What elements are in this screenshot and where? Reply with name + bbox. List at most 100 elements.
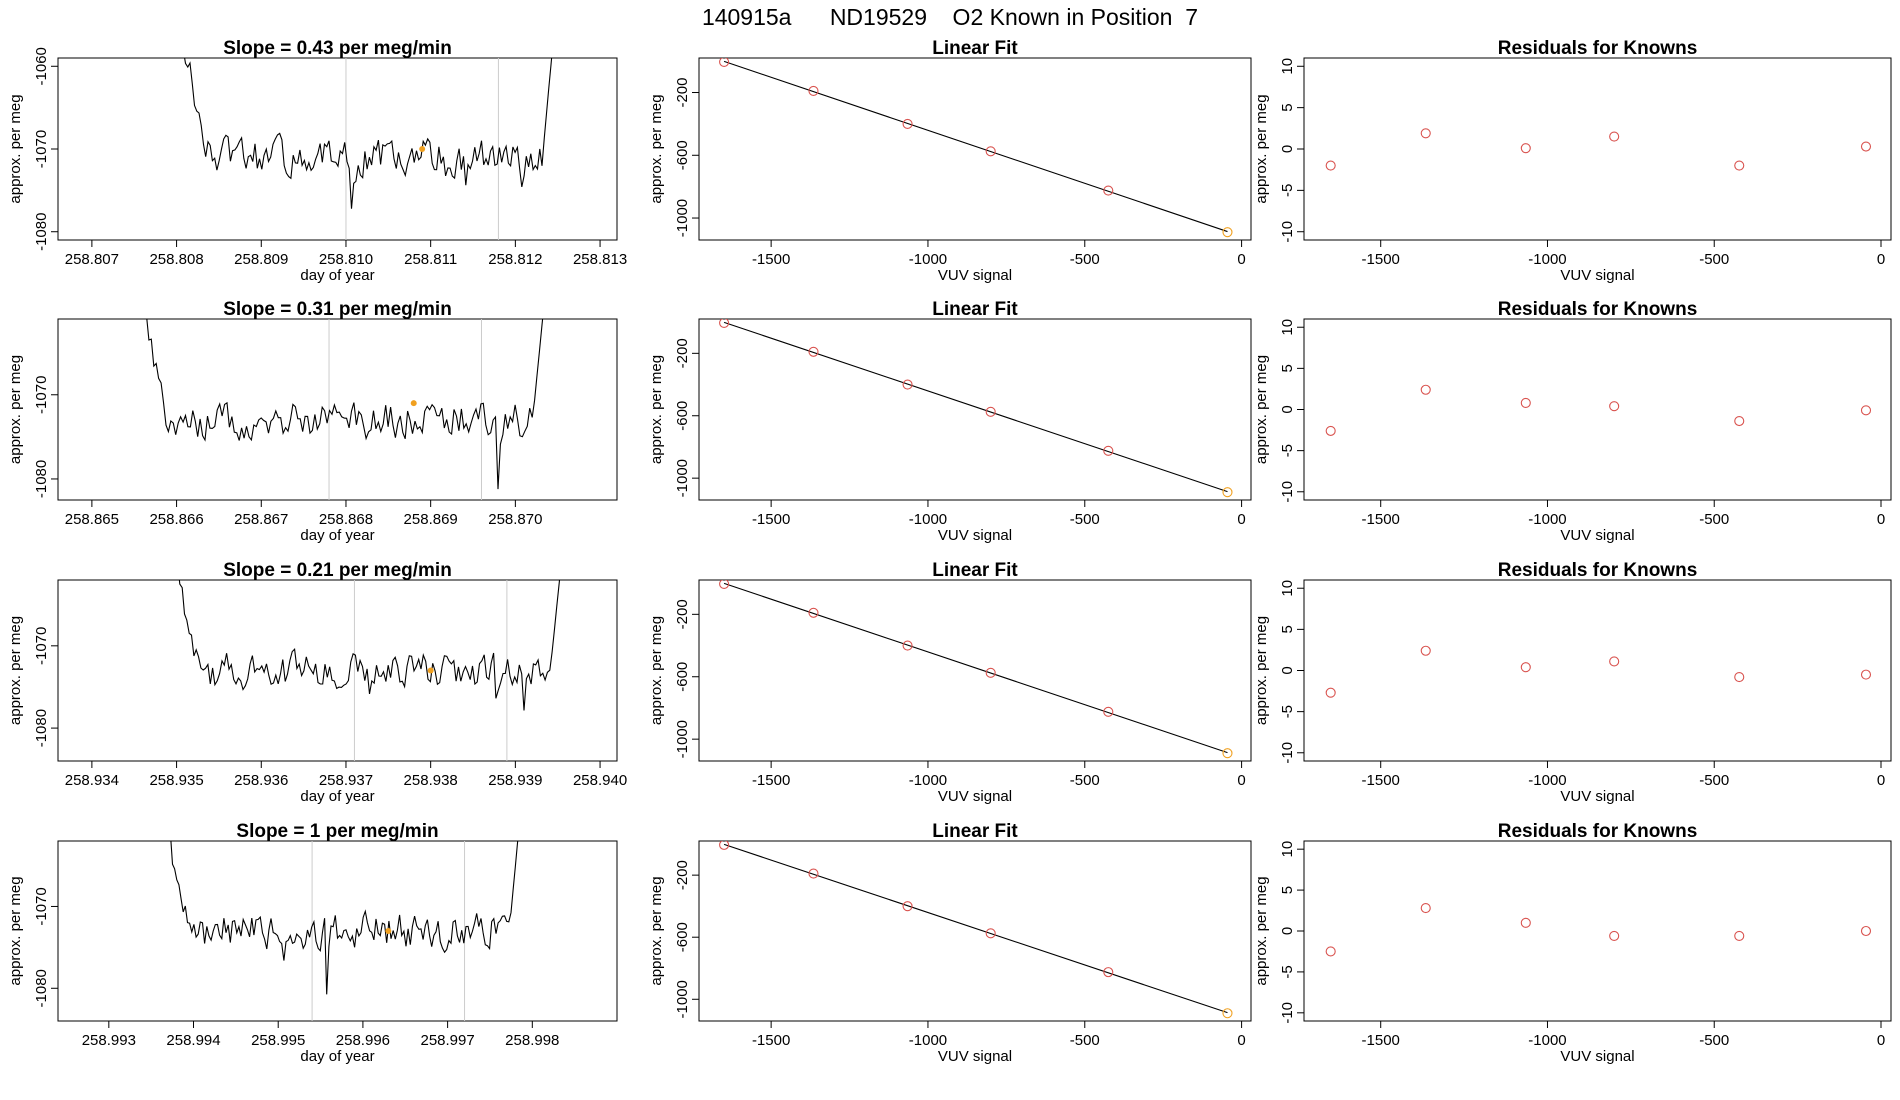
x-tick-label: 0 (1237, 1032, 1245, 1049)
y-tick-label: -5 (1279, 705, 1296, 718)
data-point (1860, 669, 1872, 680)
series-trace (170, 841, 519, 995)
x-tick-label: -500 (1070, 511, 1100, 528)
x-tick-label: -1000 (1528, 251, 1566, 268)
x-tick-label: 258.867 (234, 511, 288, 528)
y-tick-label: 10 (1279, 580, 1296, 597)
panel-r2-c3: Residuals for Knowns -1500 -1000 -500 0 VUV s… (1253, 299, 1892, 544)
accent-point (385, 928, 392, 934)
panel-r2-c1: Slope = 0.31 per meg/min 258.865 258.866 25… (7, 299, 618, 544)
panel-r1-c2: Linear Fit -1500 -1000 -500 0 VUV signal -200 -… (648, 38, 1252, 284)
x-tick-label: 258.936 (234, 772, 288, 789)
y-axis-label: approx. per meg (648, 94, 665, 203)
data-point (985, 146, 996, 157)
chart-title: Slope = 0.43 per meg/min (223, 38, 452, 59)
y-tick-label: -10 (1279, 742, 1296, 764)
x-axis-label: VUV signal (1560, 527, 1634, 544)
x-axis-label: day of year (300, 527, 374, 544)
y-tick-label: -10 (1279, 481, 1296, 503)
y-axis-label: approx. per meg (7, 355, 24, 464)
data-point (808, 346, 819, 357)
x-tick-label: -1500 (752, 251, 790, 268)
plot-frame (698, 318, 1252, 501)
fit-line (723, 321, 1228, 493)
x-tick-label: -1500 (752, 511, 790, 528)
x-tick-label: 258.868 (319, 511, 373, 528)
accent-point (427, 667, 434, 674)
data-point (1520, 917, 1531, 928)
x-axis-label: day of year (300, 788, 374, 805)
x-axis-label: day of year (300, 267, 374, 284)
plot-data (178, 580, 561, 761)
x-tick-label: -1000 (909, 1032, 947, 1049)
x-tick-label: -500 (1699, 772, 1729, 789)
chart-title: Residuals for Knowns (1498, 299, 1698, 320)
y-tick-label: 0 (1279, 927, 1296, 935)
plot-data (1325, 384, 1872, 436)
data-point (1609, 930, 1620, 941)
plot-frame (57, 57, 618, 241)
x-axis-label: VUV signal (938, 527, 1012, 544)
x-tick-label: 258.812 (488, 251, 542, 268)
data-point (902, 640, 913, 651)
data-point (1734, 415, 1745, 427)
x-axis-label: VUV signal (1560, 788, 1634, 805)
x-tick-label: -1000 (909, 511, 947, 528)
data-point (1325, 425, 1336, 436)
y-tick-label: -600 (674, 401, 691, 431)
data-point (985, 928, 996, 939)
data-point (1860, 405, 1872, 416)
y-tick-label: 5 (1279, 625, 1296, 633)
data-point (1734, 930, 1745, 941)
y-tick-label: -1070 (33, 887, 50, 925)
data-point (1222, 487, 1233, 498)
page-title: 140915a ND19529 O2 Known in Position 7 (701, 4, 1199, 30)
x-tick-label: -1000 (1528, 772, 1566, 789)
x-tick-label: 258.869 (404, 511, 458, 528)
data-point (1420, 384, 1431, 395)
plot-frame (57, 318, 618, 501)
data-point (902, 118, 913, 129)
y-tick-label: -1070 (33, 130, 50, 168)
data-point (808, 868, 819, 879)
y-tick-label: 5 (1279, 886, 1296, 894)
x-tick-label: 258.997 (420, 1032, 474, 1049)
x-tick-label: -1000 (909, 251, 947, 268)
y-tick-label: 10 (1279, 58, 1296, 75)
x-tick-label: 0 (1877, 772, 1885, 789)
plot-frame (57, 840, 618, 1022)
x-tick-label: 258.870 (488, 511, 542, 528)
data-point (1222, 748, 1233, 759)
data-point (808, 85, 819, 96)
y-tick-label: -5 (1279, 965, 1296, 978)
data-point (1609, 401, 1620, 412)
data-point (1420, 645, 1431, 656)
accent-point (419, 146, 426, 152)
x-tick-label: -500 (1699, 511, 1729, 528)
chart-title: Residuals for Knowns (1498, 821, 1698, 842)
y-axis-label: approx. per meg (648, 616, 665, 725)
x-tick-label: 258.934 (65, 772, 119, 789)
x-tick-label: -500 (1699, 251, 1729, 268)
y-tick-label: -1060 (33, 47, 50, 85)
x-tick-label: 0 (1237, 251, 1245, 268)
plot-data (719, 841, 1233, 1019)
data-point (902, 901, 913, 912)
x-tick-label: -500 (1070, 251, 1100, 268)
x-axis-label: VUV signal (938, 788, 1012, 805)
x-axis-label: day of year (300, 1048, 374, 1065)
chart-title: Linear Fit (932, 560, 1018, 581)
y-tick-label: -1000 (674, 459, 691, 497)
x-tick-label: -1500 (752, 772, 790, 789)
y-tick-label: -1080 (33, 460, 50, 498)
x-tick-label: 258.866 (149, 511, 203, 528)
plot-data (1325, 903, 1872, 957)
plot-frame (698, 57, 1252, 241)
x-tick-label: 258.810 (319, 251, 373, 268)
x-tick-label: -500 (1699, 1032, 1729, 1049)
x-tick-label: -500 (1070, 772, 1100, 789)
x-tick-label: 258.940 (573, 772, 627, 789)
chart-title: Linear Fit (932, 299, 1018, 320)
y-axis-label: approx. per meg (7, 616, 24, 725)
